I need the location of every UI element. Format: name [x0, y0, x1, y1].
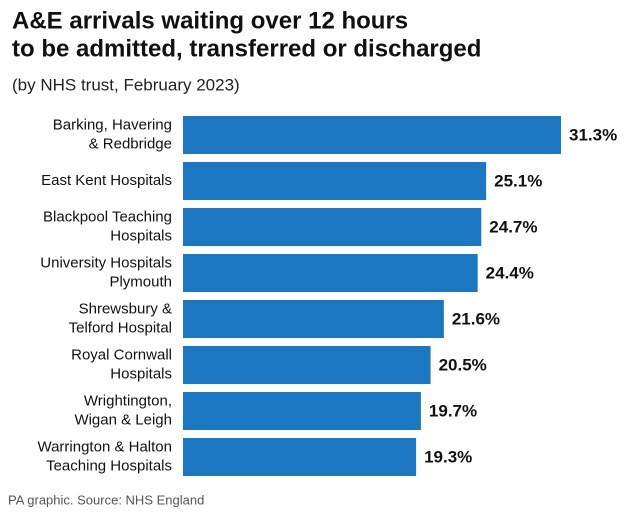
- category-label: Wigan & Leigh: [74, 411, 172, 428]
- category-label: & Redbridge: [89, 135, 172, 152]
- category-label: Warrington & Halton: [37, 438, 172, 455]
- category-label: Blackpool Teaching: [43, 208, 172, 225]
- category-label: Hospitals: [110, 227, 172, 244]
- category-label: East Kent Hospitals: [41, 172, 172, 189]
- value-label: 24.4%: [486, 263, 534, 282]
- category-label: Royal Cornwall: [71, 346, 172, 363]
- category-label: Teaching Hospitals: [46, 457, 172, 474]
- value-label: 31.3%: [569, 125, 617, 144]
- bar: [183, 438, 417, 476]
- chart-subtitle: (by NHS trust, February 2023): [12, 75, 240, 94]
- bar: [183, 116, 561, 154]
- value-label: 25.1%: [494, 171, 542, 190]
- value-label: 20.5%: [439, 355, 487, 374]
- source: PA graphic. Source: NHS England: [8, 492, 204, 507]
- bar: [183, 346, 431, 384]
- bar: [183, 392, 421, 430]
- category-label: University Hospitals: [40, 254, 172, 271]
- category-label: Plymouth: [109, 273, 172, 290]
- category-label: Telford Hospital: [69, 319, 172, 336]
- value-label: 19.3%: [424, 447, 472, 466]
- value-label: 19.7%: [429, 401, 477, 420]
- bar: [183, 208, 482, 246]
- value-label: 24.7%: [489, 217, 537, 236]
- category-label: Barking, Havering: [53, 116, 172, 133]
- chart-title: to be admitted, transferred or discharge…: [12, 35, 481, 62]
- category-label: Shrewsbury &: [79, 300, 172, 317]
- category-label: Hospitals: [110, 365, 172, 382]
- bar: [183, 300, 444, 338]
- bar: [183, 254, 478, 292]
- bar: [183, 162, 487, 200]
- chart-title: A&E arrivals waiting over 12 hours: [12, 7, 408, 34]
- category-label: Wrightington,: [84, 392, 172, 409]
- value-label: 21.6%: [452, 309, 500, 328]
